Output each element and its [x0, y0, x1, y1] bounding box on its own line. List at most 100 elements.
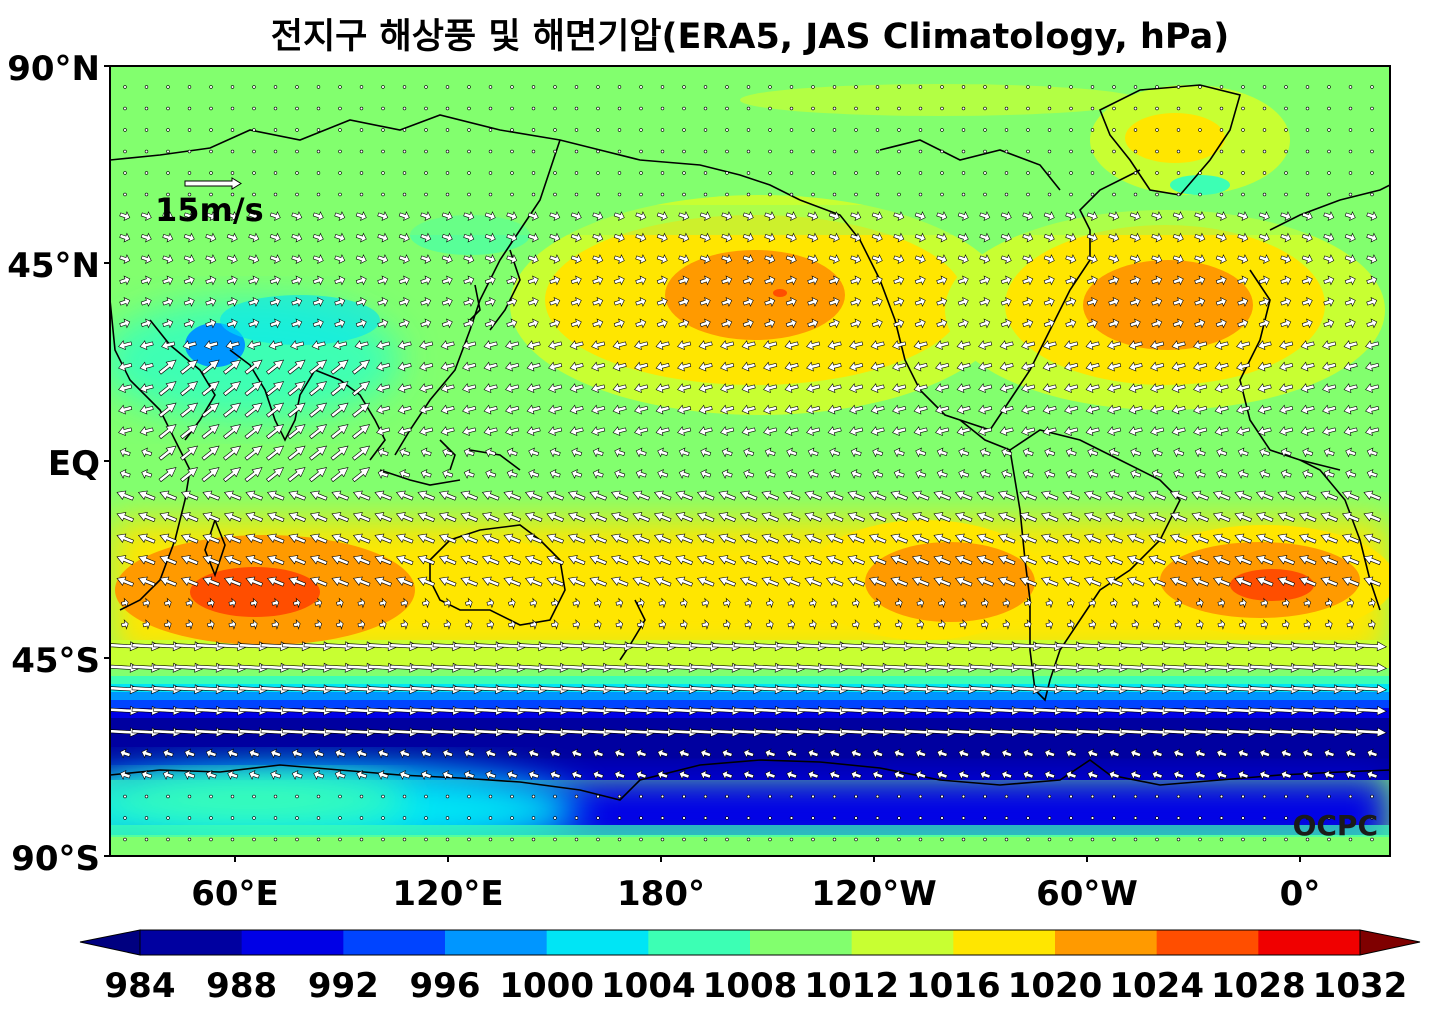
wind-vector — [119, 275, 131, 286]
wind-vector — [656, 296, 668, 307]
wind-vector — [1277, 490, 1295, 501]
wind-vector — [999, 340, 1014, 351]
wind-vector — [266, 445, 285, 461]
wind-vector — [610, 576, 629, 587]
wind-vector — [914, 275, 926, 286]
wind-vector — [273, 794, 278, 799]
wind-vector — [395, 512, 414, 523]
wind-vector — [1083, 533, 1102, 544]
wind-vector — [159, 555, 177, 566]
wind-vector — [334, 211, 346, 222]
wind-vector — [893, 232, 905, 243]
wind-vector — [918, 171, 923, 175]
wind-vector — [847, 533, 865, 544]
colorbar-tick-label: 996 — [410, 966, 481, 1006]
wind-vector — [875, 171, 880, 175]
wind-vector — [250, 597, 258, 609]
wind-vector — [180, 381, 199, 397]
wind-vector — [1257, 340, 1272, 351]
wind-vector — [958, 447, 970, 458]
wind-vector — [356, 748, 368, 759]
wind-vector — [121, 597, 129, 609]
wind-vector — [1086, 318, 1098, 329]
wind-vector — [1148, 512, 1166, 523]
wind-vector — [1279, 340, 1294, 351]
wind-vector — [959, 619, 968, 630]
colorbar-segment — [1156, 930, 1259, 955]
wind-vector — [420, 468, 432, 479]
wind-vector — [1150, 340, 1165, 351]
wind-vector — [1357, 705, 1388, 716]
wind-vector — [524, 576, 543, 587]
wind-vector — [1322, 404, 1337, 415]
wind-vector — [1344, 211, 1356, 222]
wind-vector — [868, 555, 887, 566]
wind-vector — [226, 296, 238, 307]
wind-vector — [1239, 619, 1247, 630]
wind-vector — [699, 318, 711, 329]
wind-vector — [334, 232, 346, 243]
wind-vector — [223, 381, 242, 397]
wind-vector — [1257, 404, 1272, 415]
wind-vector — [804, 555, 822, 566]
wind-vector — [330, 445, 349, 461]
wind-vector — [677, 383, 692, 394]
wind-vector — [445, 128, 450, 132]
wind-vector — [1024, 597, 1032, 609]
wind-vector — [596, 149, 600, 154]
wind-vector — [954, 512, 973, 523]
wind-vector — [854, 128, 858, 132]
wind-vector — [1237, 296, 1249, 307]
wind-vector — [635, 254, 647, 265]
wind-vector — [503, 490, 521, 501]
wind-vector — [1087, 468, 1099, 479]
wind-vector — [293, 619, 301, 630]
wind-vector — [807, 275, 819, 286]
wind-vector — [570, 296, 582, 307]
wind-vector — [1320, 490, 1338, 501]
colorbar-segment — [445, 930, 548, 955]
wind-vector — [506, 318, 518, 329]
wind-vector — [546, 490, 564, 501]
wind-vector — [829, 468, 841, 479]
wind-vector — [549, 748, 561, 759]
wind-vector — [424, 794, 428, 799]
wind-vector — [1172, 254, 1184, 265]
wind-vector — [1043, 232, 1055, 243]
wind-vector — [918, 192, 923, 197]
wind-vector — [226, 254, 238, 265]
wind-vector — [443, 597, 452, 609]
wind-vector — [116, 576, 134, 587]
wind-vector — [868, 576, 887, 587]
wind-vector — [613, 296, 625, 307]
wind-vector — [209, 85, 213, 89]
wind-vector — [617, 816, 622, 820]
wind-vector — [1131, 597, 1140, 609]
wind-vector — [1262, 85, 1267, 89]
wind-vector — [574, 171, 579, 175]
wind-vector — [699, 211, 711, 222]
wind-vector — [1069, 171, 1073, 175]
wind-vector — [569, 383, 584, 394]
wind-vector — [1112, 149, 1116, 154]
wind-vector — [784, 340, 799, 351]
wind-vector — [764, 769, 776, 780]
wind-vector — [1129, 254, 1141, 265]
wind-vector — [978, 426, 993, 437]
wind-vector — [1000, 318, 1012, 329]
wind-vector — [1357, 641, 1388, 652]
wind-vector — [873, 597, 882, 609]
wind-vector — [761, 576, 779, 587]
wind-vector — [1040, 555, 1059, 566]
wind-vector — [936, 748, 948, 759]
wind-vector — [183, 296, 195, 307]
wind-vector — [1193, 426, 1208, 437]
wind-vector — [1112, 85, 1116, 89]
wind-vector — [764, 211, 776, 222]
wind-vector — [531, 171, 536, 175]
wind-vector — [914, 211, 926, 222]
wind-vector — [610, 512, 629, 523]
wind-vector — [703, 128, 708, 132]
wind-vector — [789, 149, 794, 154]
wind-vector — [1040, 512, 1059, 523]
